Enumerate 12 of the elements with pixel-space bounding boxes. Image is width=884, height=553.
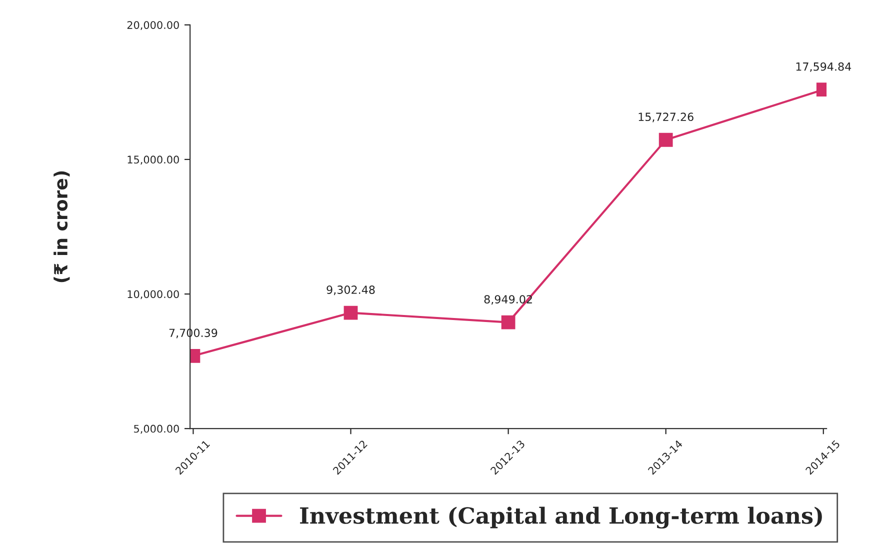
data-label: 15,727.26	[638, 112, 694, 122]
y-tick-label: 5,000.00	[134, 424, 179, 434]
data-label: 9,302.48	[326, 286, 375, 296]
y-tick-label: 15,000.00	[128, 156, 179, 165]
y-tick-label: 10,000.00	[128, 290, 179, 300]
point	[344, 306, 358, 320]
y-axis-title: (₹ in crore)	[54, 171, 70, 282]
legend-label: Investment (Capital and Long-term loans)	[300, 506, 822, 529]
point	[501, 315, 516, 330]
y-tick-label: 20,000.00	[127, 21, 179, 30]
data-label: 17,594.84	[796, 62, 852, 72]
point	[658, 132, 673, 147]
